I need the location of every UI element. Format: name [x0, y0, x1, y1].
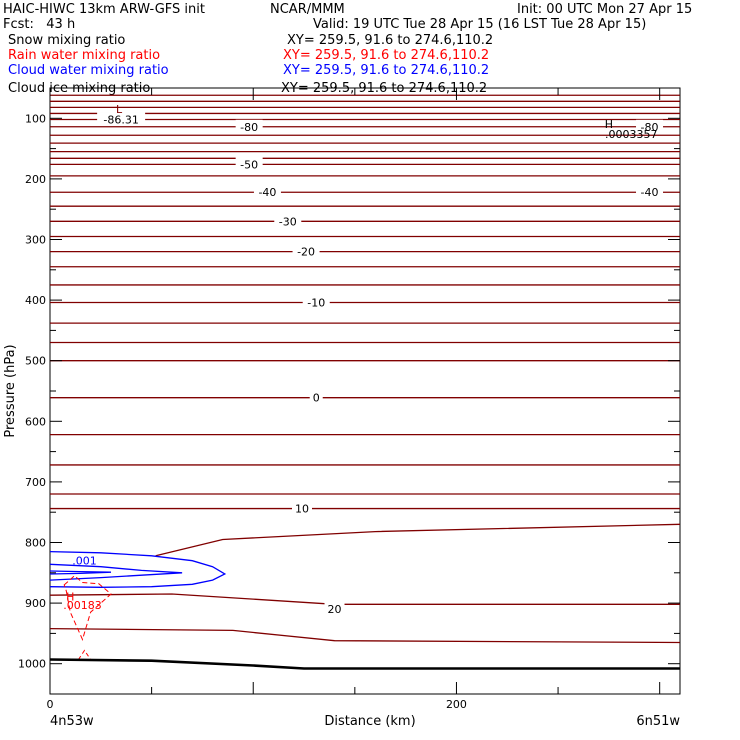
- cloud-water-contour-1: [49, 563, 183, 581]
- contour-label-bg-8: [302, 295, 330, 309]
- cloud-water-contour-0: [49, 550, 227, 588]
- temperature-contour-label: -80: [641, 121, 659, 134]
- temperature-contour-label: -10: [307, 297, 325, 310]
- contour-label-bg-5: [636, 185, 664, 199]
- init-label: Init: 00 UTC Mon 27 Apr 15: [517, 2, 692, 17]
- isotherm-curve-0: [155, 523, 681, 557]
- x-right-endpoint: 6n51w: [636, 714, 680, 729]
- y-tick-label: 500: [25, 355, 46, 368]
- contour-label-bg-4: [253, 185, 281, 199]
- contour-label-bg-6: [274, 214, 302, 228]
- temperature-contour-label: -30: [279, 215, 297, 228]
- y-tick-label: 400: [25, 294, 46, 307]
- y-tick-label: 200: [25, 173, 46, 186]
- temperature-contour-label: 0: [313, 392, 320, 405]
- y-tick-label: 900: [25, 597, 46, 610]
- y-tick-label: 1000: [18, 658, 46, 671]
- y-axis-title: Pressure (hPa): [3, 344, 18, 437]
- rain-water-contours: [63, 575, 112, 660]
- contour-label-bg-3: [235, 157, 263, 171]
- contour-label-bg-7: [292, 244, 320, 258]
- y-tick-label: 800: [25, 537, 46, 550]
- extremum-label-0: L: [116, 103, 123, 116]
- x-left-endpoint: 4n53w: [50, 714, 94, 729]
- extremum-label-4: H: [66, 590, 74, 603]
- legend-cloud-water-xy: XY= 259.5, 91.6 to 274.6,110.2: [283, 63, 489, 78]
- extremum-label-3: .001: [72, 555, 97, 568]
- plot-frame: [49, 87, 681, 695]
- valid-label: Valid: 19 UTC Tue 28 Apr 15 (16 LST Tue …: [313, 17, 646, 32]
- y-tick-label: 600: [25, 415, 46, 428]
- temperature-contour-label: -40: [258, 186, 276, 199]
- isotherm-curve-2: [49, 627, 681, 644]
- legend-rain: Rain water mixing ratio: [8, 48, 160, 63]
- ground-surface: [49, 658, 680, 670]
- org-label: NCAR/MMM: [270, 2, 345, 17]
- extremum-label-1: H: [605, 118, 613, 131]
- temperature-contour-label: 20: [328, 603, 342, 616]
- contour-labels: -86.31-80 -80-50-40 -40-30-20-1001020LH.00…: [63, 103, 664, 616]
- contour-label-bg-1: [235, 119, 263, 133]
- legend-cloud-water: Cloud water mixing ratio: [8, 63, 169, 78]
- fcst-label: Fcst: 43 h: [3, 17, 75, 32]
- contour-label-bg-11: [324, 602, 345, 616]
- x-tick-label: 0: [47, 698, 54, 711]
- x-axis-title: Distance (km): [324, 714, 415, 729]
- contour-label-bg-10: [292, 501, 312, 515]
- isotherm-curve-1: [49, 593, 680, 605]
- temperature-contour-label: 10: [295, 503, 309, 516]
- contour-label-bg-0: [97, 112, 146, 126]
- legend-snow: Snow mixing ratio: [8, 33, 125, 48]
- temperature-contour-label: -86.31: [103, 114, 138, 127]
- legend-rain-xy: XY= 259.5, 91.6 to 274.6,110.2: [283, 48, 489, 63]
- contour-label-bg-9: [309, 390, 323, 404]
- extremum-label-2: .0003357: [605, 128, 658, 141]
- model-title: HAIC-HIWC 13km ARW-GFS init: [3, 2, 205, 17]
- rain-water-contour-lower: [78, 649, 92, 660]
- y-tick-label: 300: [25, 234, 46, 247]
- temperature-contour-label: -80: [240, 121, 258, 134]
- y-tick-label: 700: [25, 476, 46, 489]
- temperature-contour-label: -40: [641, 186, 659, 199]
- temperature-contour-label: -50: [240, 158, 258, 171]
- cloud-water-contour-2: [49, 570, 112, 575]
- legend-snow-xy: XY= 259.5, 91.6 to 274.6,110.2: [287, 33, 493, 48]
- contour-label-bg-2: [636, 119, 664, 133]
- x-tick-label: 200: [446, 698, 467, 711]
- ground-surface-line: [49, 658, 680, 670]
- extremum-label-5: .00183: [63, 599, 102, 612]
- rain-water-contour: [63, 575, 112, 641]
- temperature-contour-label: -20: [297, 246, 315, 259]
- temperature-isotherms: [49, 94, 681, 644]
- cloud-water-contours: [49, 550, 227, 588]
- y-tick-label: 100: [25, 112, 46, 125]
